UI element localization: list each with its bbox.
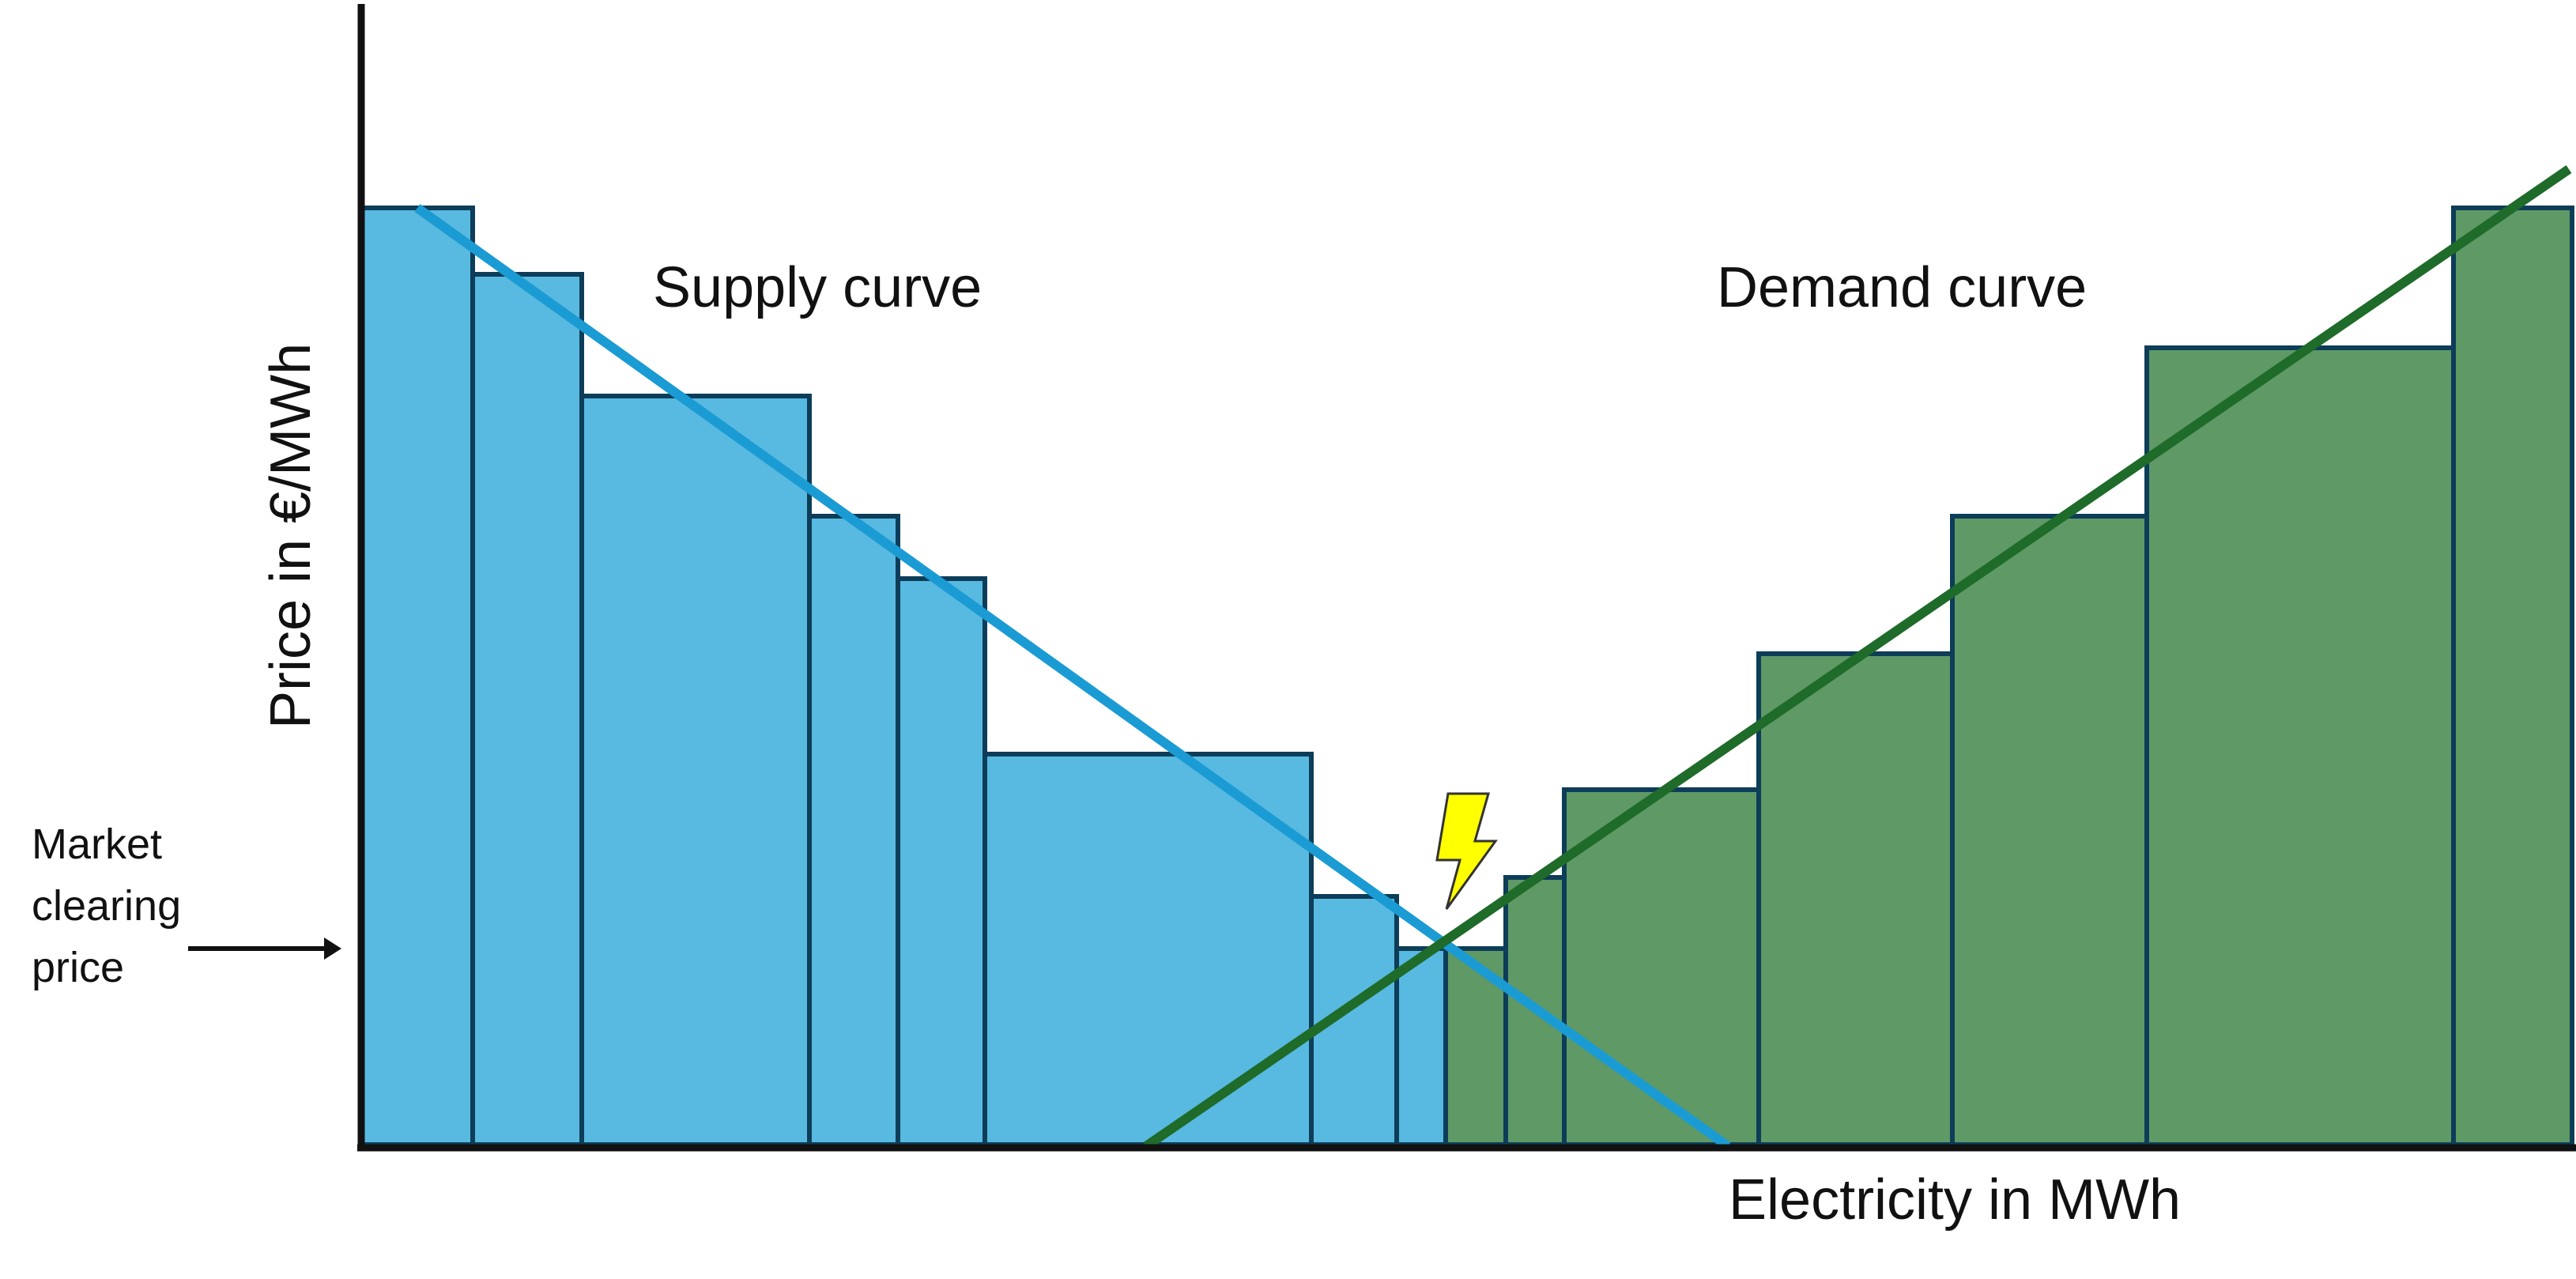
supply-bar	[579, 394, 812, 1147]
market-clearing-label-line2: clearing	[32, 882, 181, 930]
supply-curve-label: Supply curve	[653, 256, 982, 319]
supply-bar	[896, 576, 987, 1147]
demand-bar	[2451, 206, 2574, 1147]
supply-bar	[983, 752, 1314, 1147]
supply-bar	[807, 514, 900, 1147]
y-axis-label: Price in €/MWh	[259, 343, 322, 729]
demand-bar	[2144, 345, 2456, 1147]
arrow-right-icon	[188, 938, 341, 960]
demand-curve-label: Demand curve	[1717, 256, 2087, 319]
supply-curve-line	[414, 204, 1731, 1150]
demand-bar	[1950, 514, 2149, 1147]
market-clearing-label-line1: Market	[32, 821, 162, 868]
market-clearing-label-line3: price	[32, 944, 124, 991]
x-axis-label: Electricity in MWh	[1729, 1168, 2181, 1232]
lightning-bolt-icon	[1435, 792, 1498, 910]
supply-bar	[470, 272, 584, 1147]
demand-curve-line	[1143, 165, 2572, 1150]
supply-bar	[1394, 946, 1448, 1147]
demand-bar	[1756, 651, 1955, 1147]
demand-bars	[1443, 206, 2574, 1147]
supply-bar	[359, 206, 475, 1147]
supply-bars	[359, 206, 1448, 1147]
